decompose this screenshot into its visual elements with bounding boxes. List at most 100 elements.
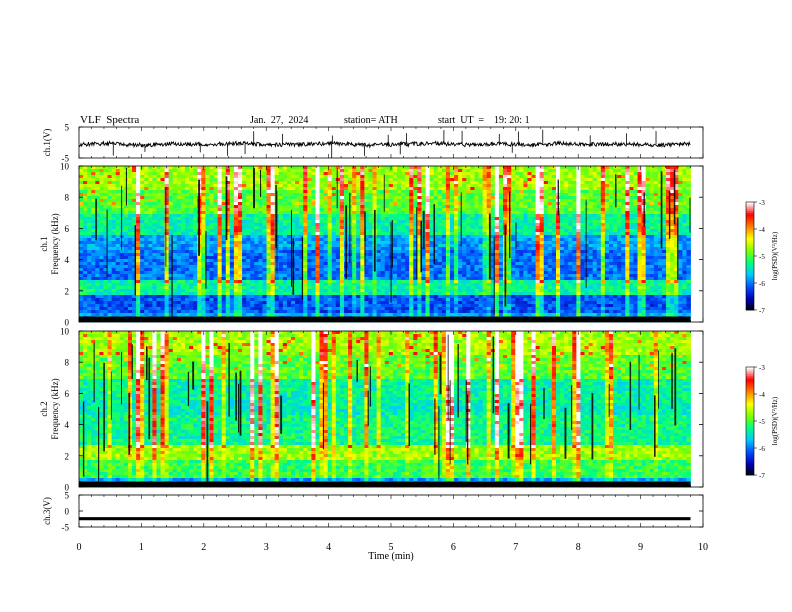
spectrogram-cell bbox=[527, 223, 532, 227]
spectrogram-cell bbox=[164, 205, 170, 209]
spectrogram-cell bbox=[299, 196, 304, 200]
spectrogram-cell bbox=[299, 223, 304, 227]
spectrogram-cell bbox=[645, 226, 651, 230]
spectrogram-cell bbox=[303, 217, 308, 221]
spectrogram-cell bbox=[657, 175, 663, 179]
spectrogram-cell bbox=[384, 172, 390, 176]
spectrogram-cell bbox=[282, 217, 288, 221]
spectrogram-cell bbox=[225, 202, 231, 206]
spectrogram-cell bbox=[633, 253, 638, 257]
spectrogram-cell bbox=[352, 259, 357, 263]
spectrogram-cell bbox=[653, 196, 659, 200]
spectrogram-cell bbox=[339, 205, 345, 209]
spectrogram-cell bbox=[409, 256, 414, 260]
spectrogram-cell bbox=[258, 226, 263, 230]
spectrogram-cell bbox=[445, 208, 451, 212]
spectrogram-cell bbox=[356, 196, 361, 200]
spectrogram-cell bbox=[560, 220, 565, 224]
spectrogram-cell bbox=[462, 247, 467, 251]
spectrogram-cell bbox=[466, 205, 471, 209]
spectrogram-cell bbox=[535, 214, 541, 218]
spectrogram-cell bbox=[478, 208, 484, 212]
spectrogram-cell bbox=[83, 223, 88, 227]
spectrogram-cell bbox=[466, 226, 471, 230]
spectrogram-cell bbox=[254, 238, 259, 242]
spectrogram-cell bbox=[637, 238, 642, 242]
spectrogram-cell bbox=[213, 250, 219, 254]
spectrogram-cell bbox=[551, 241, 557, 245]
spectrogram-cell bbox=[327, 175, 333, 179]
spectrogram-cell bbox=[99, 166, 104, 170]
spectrogram-cell bbox=[645, 178, 651, 182]
spectrogram-cell bbox=[254, 247, 259, 251]
spectrogram-cell bbox=[384, 232, 390, 236]
spectrogram-cell bbox=[335, 196, 341, 200]
spectrogram-cell bbox=[246, 226, 251, 230]
spectrogram-cell bbox=[193, 205, 198, 209]
spectrogram-cell bbox=[364, 196, 369, 200]
spectrogram-cell bbox=[523, 247, 528, 251]
spectrogram-cell bbox=[144, 253, 149, 257]
spectrogram-cell bbox=[323, 166, 329, 170]
spectrogram-cell bbox=[111, 211, 117, 215]
spectrogram-cell bbox=[246, 247, 251, 251]
spectrogram-cell bbox=[343, 187, 349, 191]
spectrogram-cell bbox=[396, 238, 402, 242]
spectrogram-cell bbox=[168, 235, 174, 239]
spectrogram-cell bbox=[331, 256, 337, 260]
spectrogram-cell bbox=[152, 214, 157, 218]
spectrogram-cell bbox=[392, 214, 398, 218]
spectrogram-cell bbox=[209, 223, 214, 227]
spectrogram-cell bbox=[136, 196, 141, 200]
spectrogram-cell bbox=[486, 175, 492, 179]
spectrogram-cell bbox=[641, 166, 647, 170]
spectrogram-cell bbox=[592, 259, 598, 263]
spectrogram-cell bbox=[290, 184, 296, 188]
spectrogram-cell bbox=[123, 211, 129, 215]
spectrogram-cell bbox=[274, 172, 280, 176]
spectrogram-cell bbox=[323, 193, 329, 197]
spectrogram-cell bbox=[221, 214, 227, 218]
spectrogram-cell bbox=[613, 241, 618, 245]
spectrogram-cell bbox=[107, 193, 113, 197]
spectrogram-cell bbox=[490, 181, 496, 185]
spectrogram-cell bbox=[286, 220, 292, 224]
spectrogram-cell bbox=[242, 196, 247, 200]
spectrogram-cell bbox=[99, 247, 104, 251]
spectrogram-cell bbox=[156, 235, 161, 239]
spectrogram-cell bbox=[335, 259, 341, 263]
spectrogram-cell bbox=[608, 223, 614, 227]
spectrogram-cell bbox=[164, 229, 170, 233]
spectrogram-cell bbox=[637, 175, 642, 179]
spectrogram-cell bbox=[278, 187, 284, 191]
spectrogram-cell bbox=[95, 217, 100, 221]
spectrogram-cell bbox=[641, 226, 647, 230]
spectrogram-cell bbox=[144, 259, 149, 263]
spectrogram-cell bbox=[568, 172, 573, 176]
spectrogram-cell bbox=[519, 223, 524, 227]
spectrogram-cell bbox=[474, 211, 479, 215]
spectrogram-cell bbox=[282, 247, 288, 251]
spectrogram-cell bbox=[221, 256, 227, 260]
spectrogram-cell bbox=[478, 250, 484, 254]
spectrogram-cell bbox=[242, 214, 247, 218]
spectrogram-cell bbox=[633, 172, 638, 176]
spectrogram-cell bbox=[238, 181, 243, 185]
spectrogram-cell bbox=[454, 235, 459, 239]
spectrogram-cell bbox=[258, 235, 263, 239]
spectrogram-cell bbox=[470, 199, 475, 203]
spectrogram-cell bbox=[205, 256, 210, 260]
spectrogram-cell bbox=[295, 250, 300, 254]
spectrogram-cell bbox=[356, 223, 361, 227]
spectrogram-cell bbox=[441, 196, 447, 200]
spectrogram-cell bbox=[132, 250, 137, 254]
spectrogram-cell bbox=[584, 169, 589, 173]
spectrogram-cell bbox=[645, 208, 651, 212]
spectrogram-cell bbox=[335, 232, 341, 236]
spectrogram-cell bbox=[535, 190, 541, 194]
spectrogram-cell bbox=[543, 208, 549, 212]
spectrogram-cell bbox=[221, 226, 227, 230]
spectrogram-cell bbox=[335, 226, 341, 230]
spectrogram-cell bbox=[405, 232, 410, 236]
spectrogram-cell bbox=[331, 235, 337, 239]
